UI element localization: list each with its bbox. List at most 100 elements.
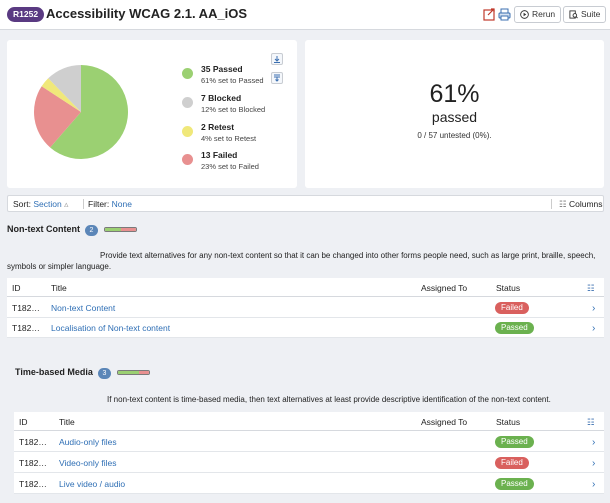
columns-button[interactable]: ☷ Columns bbox=[559, 199, 603, 210]
col-title[interactable]: Title bbox=[51, 283, 67, 293]
row-id: T182… bbox=[12, 303, 40, 313]
pie-slice-passed[interactable] bbox=[50, 65, 128, 159]
filter-label: Filter: bbox=[88, 199, 110, 209]
table-row[interactable]: T182… Live video / audio Passed › bbox=[14, 474, 604, 494]
section-count-badge: 3 bbox=[98, 368, 111, 379]
col-status[interactable]: Status bbox=[496, 283, 521, 293]
section-count-badge: 2 bbox=[85, 225, 98, 236]
legend-dot bbox=[182, 68, 193, 79]
table-download-button[interactable] bbox=[271, 72, 283, 84]
table-header: ID Title Assigned To Status ☷ bbox=[14, 412, 604, 431]
legend-count: 2 Retest bbox=[201, 122, 235, 132]
rerun-label: Rerun bbox=[532, 9, 556, 19]
export-icon[interactable] bbox=[483, 8, 496, 21]
legend-count: 35 Passed bbox=[201, 64, 243, 74]
col-title[interactable]: Title bbox=[59, 417, 75, 427]
column-settings-icon[interactable]: ☷ bbox=[587, 283, 595, 293]
row-id: T182… bbox=[19, 437, 47, 447]
col-status[interactable]: Status bbox=[496, 417, 521, 427]
col-assigned[interactable]: Assigned To bbox=[421, 283, 468, 293]
table-row[interactable]: T182… Audio-only files Passed › bbox=[14, 432, 604, 452]
pie-slice-retest[interactable] bbox=[41, 78, 81, 112]
tests-table: ID Title Assigned To Status ☷ T182… Audi… bbox=[14, 412, 604, 494]
chevron-right-icon[interactable]: › bbox=[592, 458, 596, 469]
untested-count: 0 / 57 untested (0%). bbox=[417, 131, 492, 140]
column-settings-icon[interactable]: ☷ bbox=[587, 417, 595, 427]
legend-desc: 12% set to Blocked bbox=[201, 105, 266, 114]
pass-word: passed bbox=[431, 109, 478, 125]
section-progress-bar bbox=[104, 227, 137, 232]
progress-passed bbox=[105, 228, 121, 231]
col-assigned[interactable]: Assigned To bbox=[421, 417, 468, 427]
legend-desc: 4% set to Retest bbox=[201, 134, 257, 143]
run-header: R1252 Accessibility WCAG 2.1. AA_iOS Rer… bbox=[0, 0, 610, 30]
section-progress-bar bbox=[117, 370, 150, 375]
section-description: If non-text content is time-based media,… bbox=[107, 395, 551, 404]
section-title[interactable]: Non-text Content bbox=[7, 224, 80, 234]
suite-icon bbox=[569, 10, 578, 19]
suite-label: Suite bbox=[581, 9, 601, 19]
row-title-link[interactable]: Video-only files bbox=[59, 458, 117, 468]
row-title-link[interactable]: Localisation of Non-text content bbox=[51, 323, 171, 333]
sort-control[interactable]: Sort: Section ▵ bbox=[13, 199, 68, 210]
print-icon[interactable] bbox=[498, 8, 511, 21]
col-id[interactable]: ID bbox=[12, 283, 21, 293]
status-summary-panel: 35 Passed 61% set to Passed 7 Blocked 12… bbox=[7, 40, 297, 188]
tests-table: ID Title Assigned To Status ☷ T182… Non-… bbox=[7, 278, 604, 338]
table-header: ID Title Assigned To Status ☷ bbox=[7, 278, 604, 297]
sort-filter-bar: Sort: Section ▵ Filter: None ☷ Columns bbox=[7, 195, 604, 212]
legend-desc: 61% set to Passed bbox=[201, 76, 264, 85]
table-row[interactable]: T182… Video-only files Failed › bbox=[14, 453, 604, 473]
status-badge[interactable]: Passed bbox=[495, 322, 534, 334]
progress-failed bbox=[120, 228, 136, 231]
row-id: T182… bbox=[12, 323, 40, 333]
status-badge[interactable]: Passed bbox=[495, 436, 534, 448]
status-badge[interactable]: Failed bbox=[495, 457, 529, 469]
legend-dot bbox=[182, 154, 193, 165]
legend-count: 13 Failed bbox=[201, 150, 238, 160]
progress-failed bbox=[138, 371, 149, 374]
col-id[interactable]: ID bbox=[19, 417, 28, 427]
divider bbox=[83, 199, 84, 209]
sort-label: Sort: bbox=[13, 199, 31, 209]
run-id-badge: R1252 bbox=[7, 7, 45, 22]
chevron-right-icon[interactable]: › bbox=[592, 323, 596, 334]
download-icon bbox=[274, 56, 280, 63]
legend-dot bbox=[182, 97, 193, 108]
row-title-link[interactable]: Live video / audio bbox=[59, 479, 126, 489]
legend-desc: 23% set to Failed bbox=[201, 162, 259, 171]
filter-value[interactable]: None bbox=[111, 199, 132, 209]
rerun-button[interactable]: Rerun bbox=[514, 6, 562, 23]
legend-count: 7 Blocked bbox=[201, 93, 242, 103]
divider bbox=[551, 199, 552, 209]
progress-passed bbox=[118, 371, 139, 374]
row-title-link[interactable]: Non-text Content bbox=[51, 303, 116, 313]
pass-percentage: 61% bbox=[429, 80, 480, 108]
status-badge[interactable]: Failed bbox=[495, 302, 529, 314]
sort-value[interactable]: Section bbox=[33, 199, 62, 209]
grid-download-icon bbox=[274, 74, 280, 82]
table-row[interactable]: T182… Non-text Content Failed › bbox=[7, 298, 604, 318]
columns-label: Columns bbox=[569, 199, 603, 209]
legend-dot bbox=[182, 126, 193, 137]
suite-button[interactable]: Suite bbox=[563, 6, 607, 23]
play-icon bbox=[520, 10, 529, 19]
section-title[interactable]: Time-based Media bbox=[15, 367, 93, 377]
row-id: T182… bbox=[19, 458, 47, 468]
row-title-link[interactable]: Audio-only files bbox=[59, 437, 117, 447]
section-description: Provide text alternatives for any non-te… bbox=[7, 251, 596, 271]
chevron-right-icon[interactable]: › bbox=[592, 303, 596, 314]
pass-rate-panel: 61% passed 0 / 57 untested (0%). bbox=[305, 40, 604, 188]
chevron-right-icon[interactable]: › bbox=[592, 479, 596, 490]
pie-slice-blocked[interactable] bbox=[48, 65, 81, 112]
chart-download-button[interactable] bbox=[271, 53, 283, 65]
filter-control[interactable]: Filter: None bbox=[88, 199, 132, 209]
pie-slice-failed[interactable] bbox=[33, 86, 81, 148]
status-badge[interactable]: Passed bbox=[495, 478, 534, 490]
row-id: T182… bbox=[19, 479, 47, 489]
status-pie-chart bbox=[33, 65, 128, 159]
sort-direction-icon[interactable]: ▵ bbox=[64, 199, 69, 209]
chevron-right-icon[interactable]: › bbox=[592, 437, 596, 448]
table-row[interactable]: T182… Localisation of Non-text content P… bbox=[7, 318, 604, 338]
columns-icon: ☷ bbox=[559, 199, 567, 209]
